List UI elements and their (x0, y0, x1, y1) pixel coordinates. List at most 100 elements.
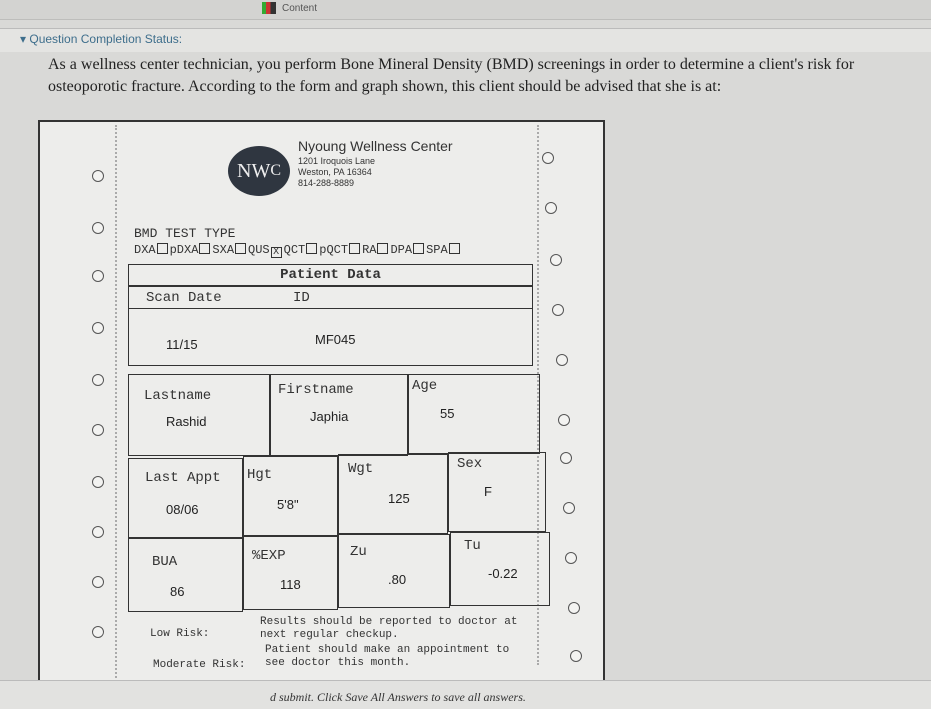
tractor-feed-hole (92, 222, 104, 234)
tractor-feed-hole (92, 424, 104, 436)
checkbox (199, 243, 211, 254)
test-type-spa: SPA (426, 243, 460, 258)
tractor-feed-hole (560, 452, 572, 464)
moderate-risk-text: Patient should make an appointment to see… (265, 644, 509, 670)
checkbox (413, 243, 425, 254)
tractor-feed-hole (92, 526, 104, 538)
exp-cell (243, 536, 338, 610)
chart-icon (262, 2, 276, 14)
content-tab[interactable]: Content (262, 2, 317, 14)
test-type-label: DXA (134, 243, 156, 257)
id-label: ID (293, 290, 310, 306)
checkbox (349, 243, 361, 254)
last-appt-value: 08/06 (166, 502, 199, 517)
tractor-feed-hole (92, 170, 104, 182)
lastname-label: Lastname (144, 388, 212, 404)
test-type-label: QCT (283, 243, 306, 257)
test-type-label: QUS (248, 243, 270, 257)
tractor-feed-hole (92, 322, 104, 334)
patient-data-title: Patient Data (280, 267, 381, 283)
bmd-form-image (38, 120, 605, 690)
wgt-value: 125 (388, 491, 410, 506)
test-type-qct: QCT (284, 243, 318, 258)
firstname-label: Firstname (278, 382, 354, 398)
tractor-feed-hole (92, 626, 104, 638)
test-type-options: DXA pDXA SXA QUS X QCT pQCT RA DPA SPA (134, 243, 460, 258)
age-cell (408, 374, 540, 454)
tractor-feed-hole (92, 576, 104, 588)
moderate-risk-line-2: see doctor this month. (265, 657, 411, 669)
low-risk-label: Low Risk: (150, 628, 210, 640)
test-type-label: DPA (390, 243, 413, 257)
checkbox (448, 243, 460, 254)
zu-cell (338, 534, 450, 608)
checkbox (156, 243, 168, 254)
tu-cell (450, 532, 550, 606)
test-type-label: SXA (212, 243, 235, 257)
status-label: Question Completion Status: (29, 32, 183, 46)
question-text: As a wellness center technician, you per… (48, 56, 855, 95)
bua-cell (128, 538, 243, 612)
zu-value: .80 (388, 572, 407, 587)
save-note: d submit. Click Save All Answers to save… (270, 690, 526, 704)
checkbox (306, 243, 318, 254)
question-completion-status[interactable]: ▾ Question Completion Status: (20, 32, 183, 46)
firstname-cell (270, 374, 408, 456)
hgt-label: Hgt (247, 467, 273, 483)
wgt-label: Wgt (348, 461, 374, 477)
tractor-feed-hole (552, 304, 564, 316)
tractor-feed-hole (542, 152, 554, 164)
tractor-feed-hole (570, 650, 582, 662)
checkbox: X (270, 247, 282, 258)
tractor-feed-hole (563, 502, 575, 514)
tractor-feed-hole (556, 354, 568, 366)
lastname-cell (128, 374, 270, 456)
address-line-1: 1201 Iroquois Lane (298, 156, 376, 166)
nwc-logo: NW C (228, 146, 290, 196)
low-risk-line-2: next regular checkup. (260, 629, 399, 641)
checkbox (235, 243, 247, 254)
lastname-value: Rashid (166, 414, 207, 429)
zu-label: Zu (350, 544, 367, 560)
bua-value: 86 (170, 584, 185, 599)
address-line-2: Weston, PA 16364 (298, 167, 372, 177)
scan-date-label: Scan Date (146, 290, 222, 306)
firstname-value: Japhia (310, 409, 349, 424)
wgt-cell (338, 454, 448, 534)
exp-label: %EXP (252, 548, 286, 564)
bua-label: BUA (152, 554, 178, 570)
id-value: MF045 (315, 332, 356, 347)
question-panel (0, 28, 931, 52)
phone: 814-288-8889 (298, 178, 355, 188)
moderate-risk-label: Moderate Risk: (153, 659, 246, 671)
center-name: Nyoung Wellness Center (298, 138, 453, 154)
test-type-sxa: SXA (212, 243, 247, 258)
footer-bar (0, 680, 931, 709)
test-type-dxa: DXA (134, 243, 168, 258)
sex-value: F (484, 484, 492, 499)
age-value: 55 (440, 406, 455, 421)
tractor-feed-hole (92, 270, 104, 282)
tractor-feed-hole (92, 374, 104, 386)
low-risk-line-1: Results should be reported to doctor at (260, 616, 518, 628)
tractor-feed-hole (545, 202, 557, 214)
tu-value: -0.22 (488, 566, 518, 581)
hgt-value: 5'8" (277, 497, 299, 512)
last-appt-label: Last Appt (145, 470, 221, 486)
perforation-right (537, 125, 539, 665)
test-type-pqct: pQCT (319, 243, 361, 258)
hgt-cell (243, 456, 338, 536)
tractor-feed-hole (565, 552, 577, 564)
top-bar (0, 0, 931, 20)
test-type-label: pDXA (169, 243, 199, 257)
low-risk-text: Results should be reported to doctor at n… (260, 616, 517, 642)
age-label: Age (412, 378, 438, 394)
row-scan-values (128, 308, 533, 366)
tractor-feed-hole (550, 254, 562, 266)
sex-cell (448, 452, 546, 532)
sex-label: Sex (457, 456, 483, 472)
tractor-feed-hole (558, 414, 570, 426)
test-type-label: pQCT (319, 243, 349, 257)
tractor-feed-hole (568, 602, 580, 614)
patient-data-header: Patient Data (128, 264, 533, 286)
